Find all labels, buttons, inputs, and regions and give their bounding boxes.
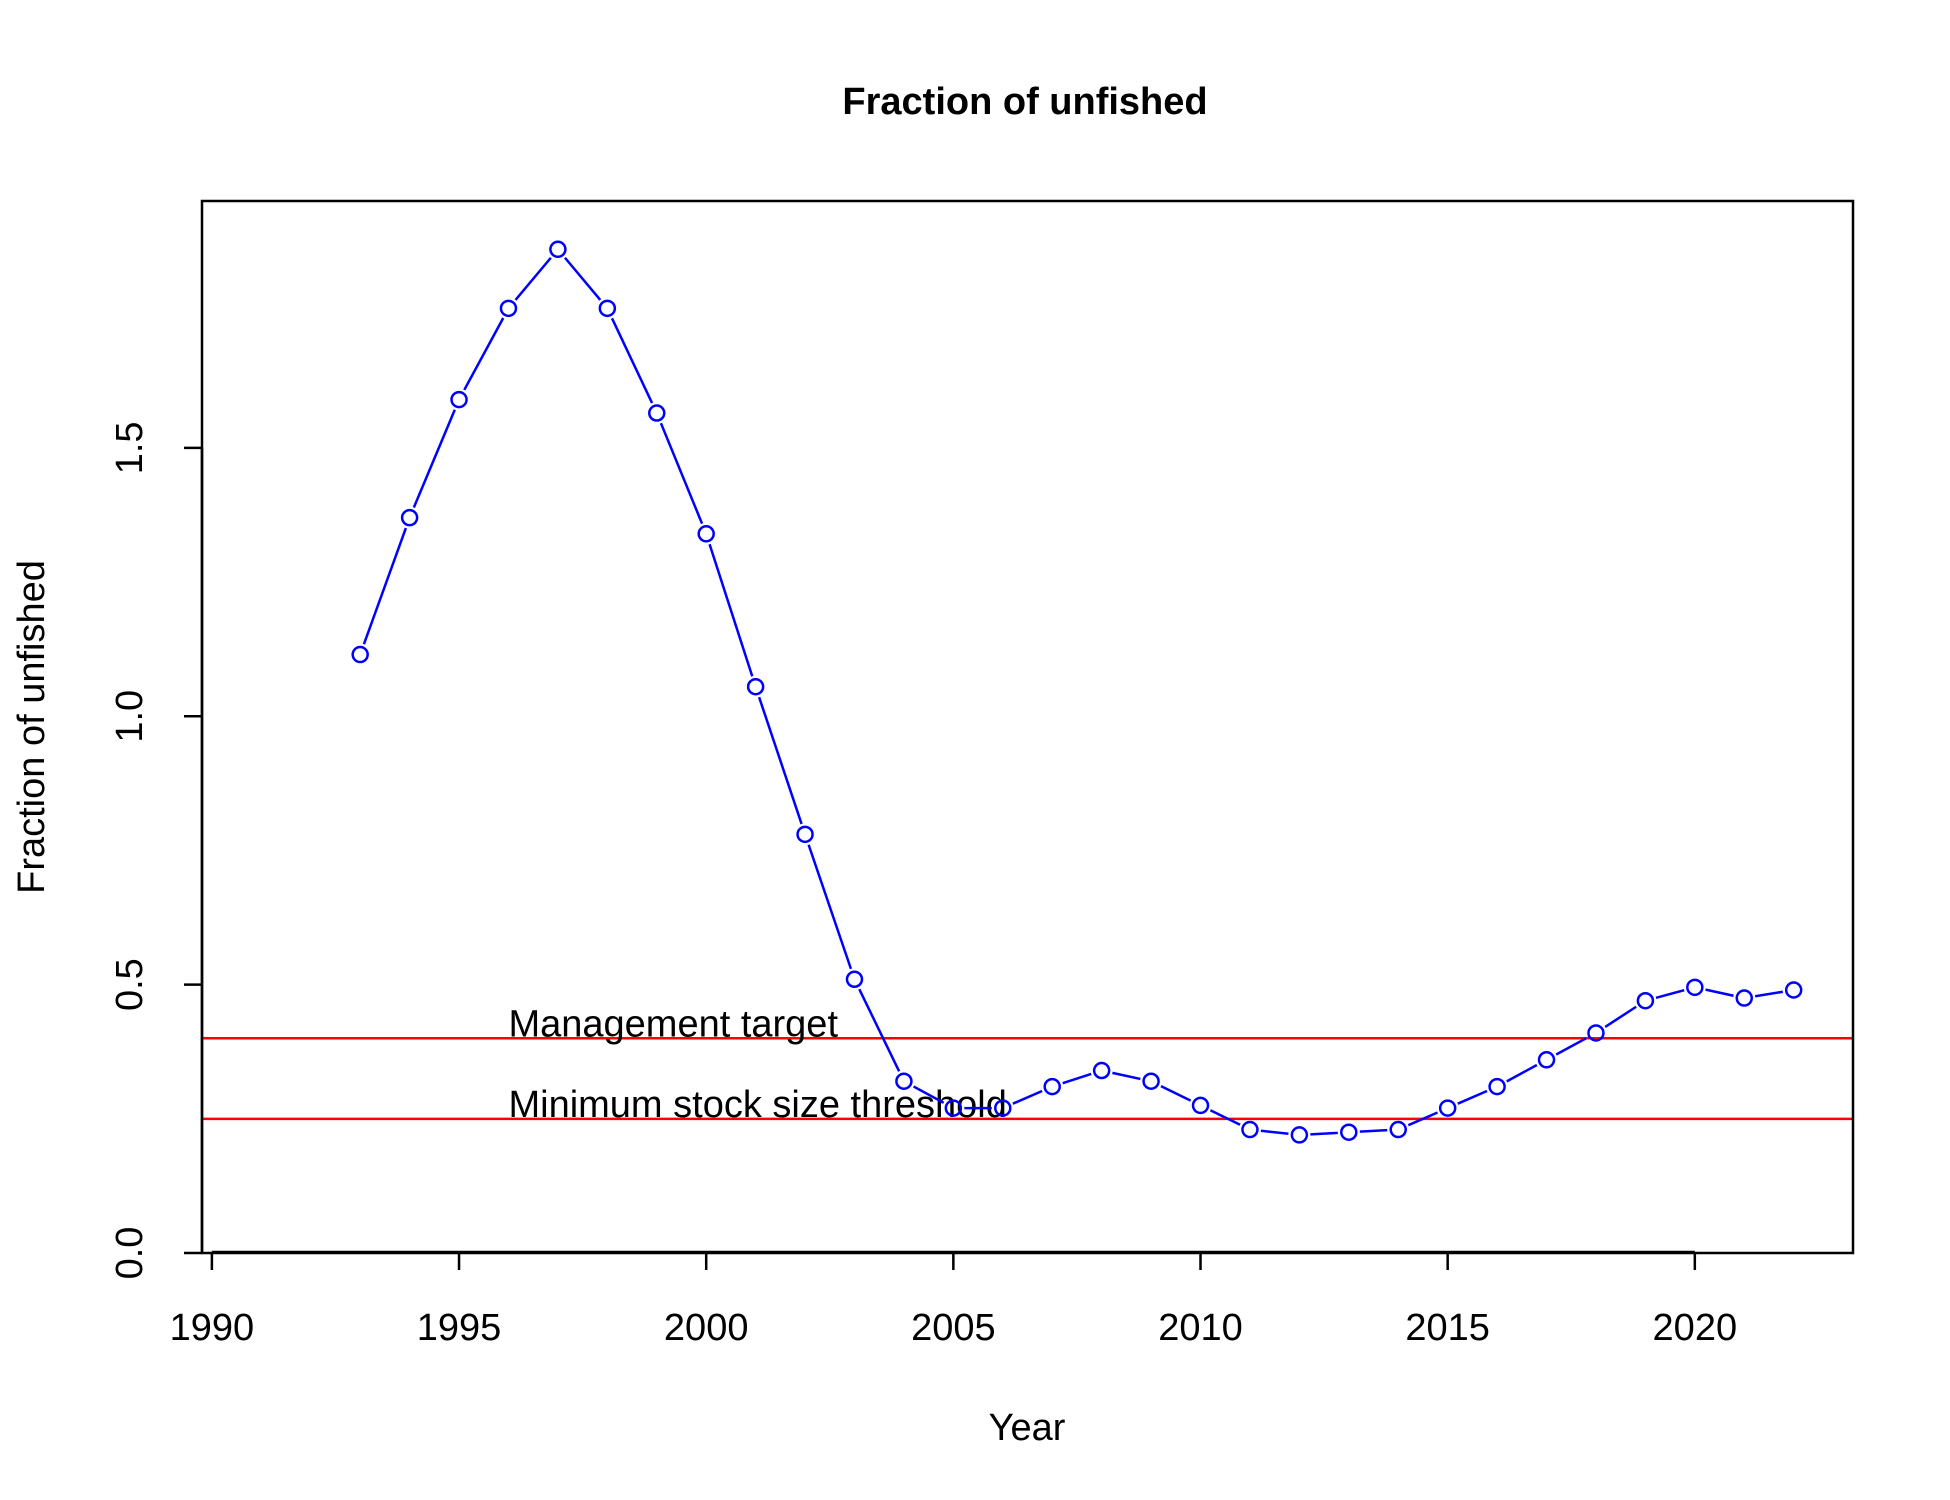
series-segment: [1604, 1005, 1637, 1028]
series-segment: [912, 1085, 945, 1104]
data-point: [1043, 1077, 1061, 1096]
data-point: [1340, 1123, 1358, 1141]
x-axis-title: Year: [989, 1407, 1066, 1449]
series-segment: [807, 844, 853, 970]
x-tick-label: 2000: [664, 1307, 749, 1349]
data-point: [1784, 981, 1803, 999]
series-segment: [1062, 1072, 1092, 1085]
data-point: [1537, 1051, 1556, 1069]
x-tick-label: 2020: [1653, 1307, 1738, 1349]
data-point: [1587, 1024, 1605, 1042]
series-layer: [351, 240, 1803, 1144]
data-point: [1191, 1096, 1210, 1115]
y-axis: 0.0 0.5 1.0 1.5: [109, 421, 204, 1280]
y-axis-title: Fraction of unfished: [11, 560, 53, 894]
series-segment: [463, 317, 505, 391]
data-point: [499, 299, 518, 318]
series-segment: [1705, 988, 1734, 997]
data-point: [1636, 991, 1655, 1010]
series-segment: [1457, 1089, 1488, 1105]
series-segment: [708, 543, 754, 677]
data-point: [845, 970, 864, 989]
y-tick-label: 1.0: [109, 690, 151, 743]
series-segment: [858, 988, 901, 1072]
y-tick-label: 0.5: [109, 958, 151, 1011]
series-segment: [1754, 990, 1784, 998]
data-point: [1686, 978, 1704, 997]
data-point: [1290, 1126, 1309, 1144]
y-tick-label: 1.5: [109, 421, 151, 474]
data-point: [1389, 1120, 1407, 1139]
series-segment: [1209, 1109, 1241, 1126]
reference-line-label: Management target: [508, 1003, 838, 1045]
data-point: [1241, 1120, 1259, 1139]
data-point: [549, 240, 567, 259]
data-point: [1488, 1077, 1506, 1096]
reference-line-label: Minimum stock size threshold: [508, 1084, 1006, 1126]
x-tick-label: 1995: [417, 1307, 502, 1349]
data-point: [895, 1072, 913, 1090]
data-point: [351, 645, 369, 664]
data-point: [1092, 1061, 1111, 1080]
data-point: [648, 404, 666, 422]
series-segment: [610, 317, 654, 404]
data-point: [1142, 1072, 1160, 1090]
data-point: [450, 390, 468, 409]
chart-title: Fraction of unfished: [842, 81, 1207, 123]
series-segment: [1260, 1129, 1289, 1135]
series-segment: [757, 696, 803, 825]
series-segment: [564, 256, 602, 301]
y-tick-label: 0.0: [109, 1227, 151, 1280]
series-segment: [1359, 1128, 1388, 1133]
x-tick-label: 1990: [170, 1307, 255, 1349]
series-segment: [659, 422, 704, 525]
data-point: [796, 825, 814, 844]
series-segment: [362, 527, 408, 645]
series-segment: [1655, 988, 1685, 1000]
x-tick-label: 2015: [1405, 1307, 1490, 1349]
series-segment: [412, 409, 456, 509]
series-segment: [1112, 1071, 1141, 1081]
data-point: [994, 1099, 1012, 1117]
series-segment: [1160, 1084, 1192, 1102]
series-segment: [1555, 1037, 1587, 1056]
series-segment: [514, 256, 552, 301]
data-point: [746, 677, 765, 696]
x-tick-label: 2010: [1158, 1307, 1243, 1349]
series-segment: [1506, 1063, 1538, 1083]
data-point: [598, 299, 617, 318]
data-point: [697, 525, 715, 543]
series-segment: [1012, 1089, 1043, 1105]
x-axis: 1990 1995 2000 2005 2010 2015 2020: [170, 1250, 1738, 1349]
data-point: [1735, 989, 1754, 1007]
reference-lines: Management target Minimum stock size thre…: [202, 1003, 1853, 1126]
series-segment: [1407, 1111, 1439, 1127]
data-point: [944, 1099, 963, 1117]
data-point: [400, 508, 419, 527]
series-segment: [1310, 1131, 1338, 1136]
plot-frame: [200, 199, 1855, 1255]
x-tick-label: 2005: [911, 1307, 996, 1349]
data-point: [1438, 1099, 1457, 1117]
